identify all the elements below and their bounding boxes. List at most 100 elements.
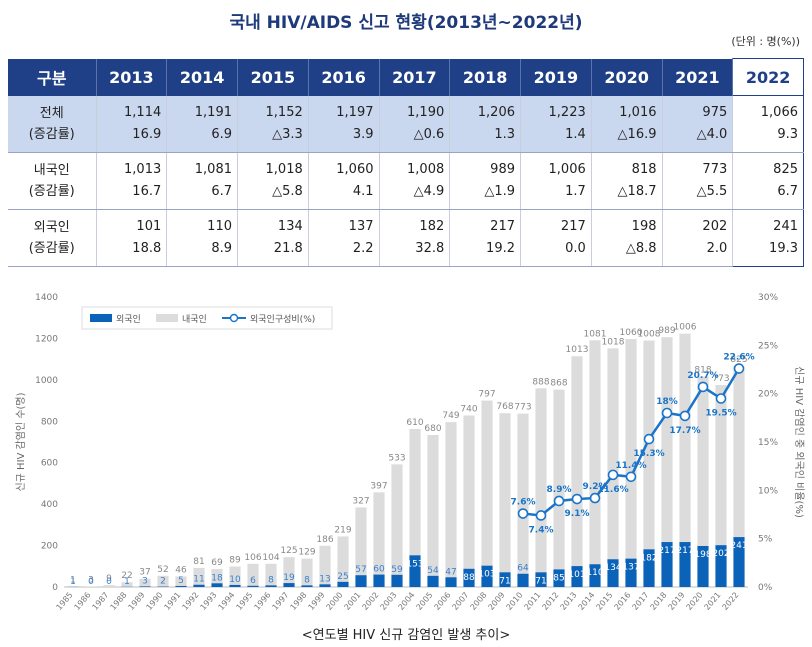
- ratio-point: [697, 381, 709, 393]
- foreign-value-label: 0: [106, 577, 112, 587]
- bar-domestic: [499, 413, 511, 573]
- bar-foreign: [319, 584, 331, 587]
- domestic-value-label: 533: [388, 453, 405, 463]
- cell-rate: 4.1: [352, 184, 374, 199]
- cell-rate: △5.8: [272, 184, 303, 199]
- bar-domestic: [679, 333, 691, 543]
- ratio-point: [589, 492, 601, 504]
- ratio-point: [553, 495, 565, 507]
- table-cell: 1,081 6.7: [166, 152, 238, 210]
- bar-domestic: [85, 586, 97, 587]
- x-tick-label: 1997: [271, 591, 291, 612]
- y-right-tick-label: 15%: [758, 438, 778, 448]
- header-year: 2013: [96, 58, 168, 96]
- foreign-value-label: 47: [445, 567, 456, 577]
- domestic-value-label: 1060: [620, 328, 643, 338]
- bar-domestic: [535, 388, 547, 573]
- stats-table: 구분 2013 2014 2015 2016 2017 2018 2019 20…: [8, 58, 804, 267]
- domestic-value-label: 81: [193, 557, 204, 567]
- x-tick-label: 2017: [631, 591, 651, 612]
- foreign-value-label: 134: [604, 563, 621, 573]
- domestic-value-label: 768: [496, 402, 513, 412]
- ratio-point: [715, 393, 727, 404]
- cell-count: 241: [773, 219, 798, 234]
- foreign-value-label: 2: [160, 577, 166, 587]
- bar-domestic: [103, 585, 115, 587]
- cell-rate: 18.8: [132, 241, 162, 256]
- ratio-value-label: 7.4%: [529, 525, 554, 535]
- foreign-value-label: 110: [586, 568, 603, 578]
- x-tick-label: 2020: [685, 591, 705, 612]
- y-right-tick-label: 30%: [758, 293, 778, 303]
- header-year: 2020: [591, 58, 663, 96]
- header-year: 2016: [308, 58, 380, 96]
- cell-rate: 21.8: [273, 241, 303, 256]
- row-label: 내국인 (증감률): [8, 152, 97, 210]
- bar-foreign: [661, 542, 673, 587]
- cell-rate: 2.2: [352, 241, 374, 256]
- x-tick-label: 1993: [199, 591, 219, 612]
- y-right-tick-label: 25%: [758, 341, 778, 351]
- domestic-value-label: 1013: [566, 345, 589, 355]
- bar-foreign: [535, 572, 547, 587]
- x-tick-label: 1985: [55, 591, 75, 612]
- row-label-main: 전체: [39, 105, 64, 121]
- cell-count: 1,060: [336, 162, 374, 177]
- x-tick-label: 1986: [73, 591, 93, 612]
- domestic-value-label: 797: [478, 390, 495, 400]
- ratio-value-label: 20.7%: [687, 371, 718, 381]
- bar-domestic: [157, 575, 169, 587]
- domestic-value-label: 3: [88, 575, 94, 585]
- foreign-value-label: 8: [304, 575, 310, 585]
- x-tick-label: 1990: [145, 591, 165, 612]
- domestic-value-label: 9: [106, 574, 112, 584]
- table-cell: 1,006 1.7: [520, 152, 592, 210]
- header-year: 2022: [732, 58, 804, 96]
- foreign-value-label: 71: [499, 576, 510, 586]
- cell-count: 1,008: [407, 162, 445, 177]
- y-right-tick-label: 5%: [758, 535, 773, 545]
- table-cell: 1,060 4.1: [308, 152, 380, 210]
- cell-rate: △4.9: [413, 184, 445, 199]
- ratio-value-label: 17.7%: [669, 426, 700, 436]
- x-tick-label: 2016: [613, 591, 633, 612]
- foreign-value-label: 13: [319, 574, 330, 584]
- domestic-value-label: 46: [175, 565, 187, 575]
- cell-count: 1,223: [548, 104, 586, 120]
- ratio-point: [571, 493, 583, 505]
- y-right-tick-label: 0%: [758, 583, 773, 593]
- y-right-tick-label: 10%: [758, 486, 778, 496]
- table-cell: 1,114 16.9: [96, 95, 168, 153]
- cell-rate: 2.0: [706, 241, 728, 256]
- domestic-value-label: 888: [532, 377, 549, 387]
- bar-foreign: [373, 574, 385, 587]
- header-year: 2014: [166, 58, 238, 96]
- table-cell: 217 0.0: [520, 209, 592, 267]
- bar-foreign: [571, 566, 583, 587]
- cell-count: 773: [702, 162, 728, 177]
- bar-foreign: [409, 555, 421, 587]
- cell-count: 1,016: [619, 104, 657, 120]
- cell-count: 202: [702, 219, 728, 234]
- ratio-value-label: 9.1%: [565, 509, 590, 519]
- bar-domestic: [373, 492, 385, 575]
- domestic-value-label: 818: [694, 366, 711, 376]
- bar-domestic: [139, 578, 151, 587]
- cell-count: 1,066: [760, 105, 798, 120]
- cell-count: 101: [136, 219, 162, 234]
- table-cell: 202 2.0: [662, 209, 734, 267]
- foreign-value-label: 88: [463, 573, 475, 583]
- foreign-value-label: 59: [391, 565, 403, 575]
- table-cell: 217 19.2: [449, 209, 521, 267]
- domestic-value-label: 397: [370, 481, 387, 491]
- bar-foreign: [445, 577, 457, 587]
- foreign-value-label: 241: [730, 541, 747, 551]
- x-tick-label: 1991: [163, 591, 183, 612]
- x-tick-label: 1992: [181, 591, 201, 612]
- foreign-value-label: 101: [568, 570, 585, 580]
- foreign-value-label: 18: [211, 573, 223, 583]
- cell-count: 1,191: [194, 104, 232, 120]
- domestic-value-label: 327: [352, 496, 369, 506]
- table-cell: 241 19.3: [732, 209, 804, 267]
- domestic-value-label: 680: [424, 424, 441, 434]
